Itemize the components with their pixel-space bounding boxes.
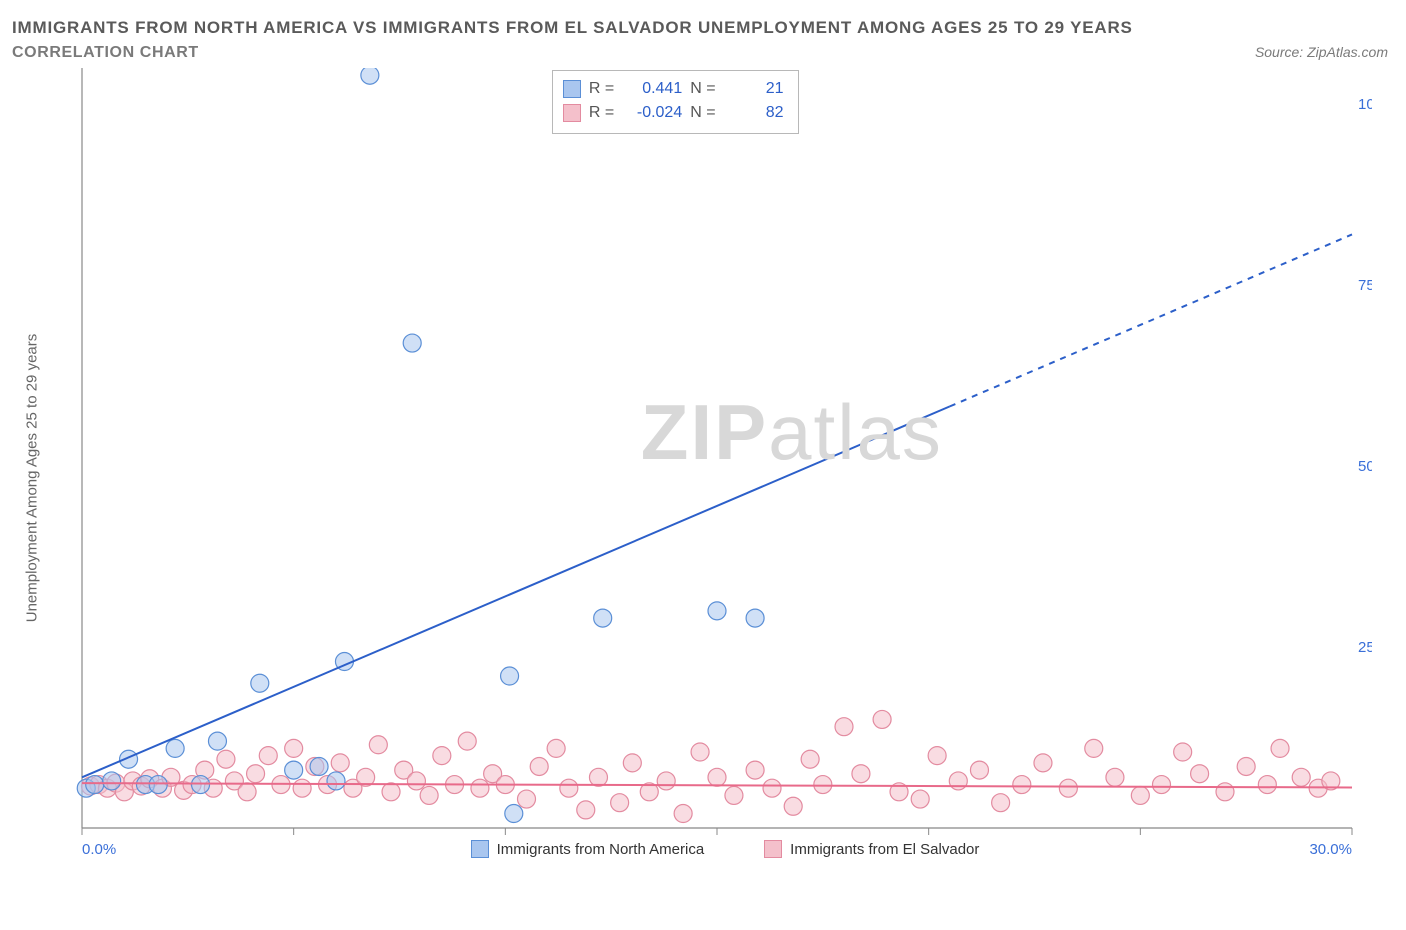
stats-row-b: R = -0.024 N = 82 bbox=[563, 101, 784, 125]
n-value-a: 21 bbox=[724, 77, 784, 101]
subtitle-row: CORRELATION CHART Source: ZipAtlas.com bbox=[12, 44, 1388, 62]
r-label: R = bbox=[589, 77, 614, 101]
legend-swatch-a-icon bbox=[471, 840, 489, 858]
legend: Immigrants from North America Immigrants… bbox=[62, 840, 1388, 858]
chart-area: Unemployment Among Ages 25 to 29 years 0… bbox=[62, 68, 1388, 888]
legend-swatch-b-icon bbox=[764, 840, 782, 858]
svg-text:50.0%: 50.0% bbox=[1358, 458, 1372, 475]
swatch-series-b-icon bbox=[563, 104, 581, 122]
n-label: N = bbox=[690, 77, 715, 101]
legend-label-a: Immigrants from North America bbox=[497, 841, 705, 858]
n-value-b: 82 bbox=[724, 101, 784, 125]
svg-text:75.0%: 75.0% bbox=[1358, 277, 1372, 294]
source-attribution: Source: ZipAtlas.com bbox=[1255, 44, 1388, 60]
chart-title: IMMIGRANTS FROM NORTH AMERICA VS IMMIGRA… bbox=[12, 18, 1388, 38]
swatch-series-a-icon bbox=[563, 80, 581, 98]
chart-subtitle: CORRELATION CHART bbox=[12, 44, 199, 62]
legend-item-b: Immigrants from El Salvador bbox=[764, 840, 979, 858]
legend-item-a: Immigrants from North America bbox=[471, 840, 705, 858]
n-label: N = bbox=[690, 101, 715, 125]
svg-text:25.0%: 25.0% bbox=[1358, 639, 1372, 656]
r-value-b: -0.024 bbox=[622, 101, 682, 125]
stats-row-a: R = 0.441 N = 21 bbox=[563, 77, 784, 101]
stats-box: R = 0.441 N = 21 R = -0.024 N = 82 bbox=[552, 70, 799, 134]
scatter-plot: 0.0%30.0%25.0%50.0%75.0%100.0% bbox=[62, 68, 1372, 888]
legend-label-b: Immigrants from El Salvador bbox=[790, 841, 979, 858]
y-axis-label: Unemployment Among Ages 25 to 29 years bbox=[24, 334, 41, 623]
r-label: R = bbox=[589, 101, 614, 125]
title-block: IMMIGRANTS FROM NORTH AMERICA VS IMMIGRA… bbox=[12, 18, 1388, 62]
svg-text:100.0%: 100.0% bbox=[1358, 96, 1372, 113]
r-value-a: 0.441 bbox=[622, 77, 682, 101]
